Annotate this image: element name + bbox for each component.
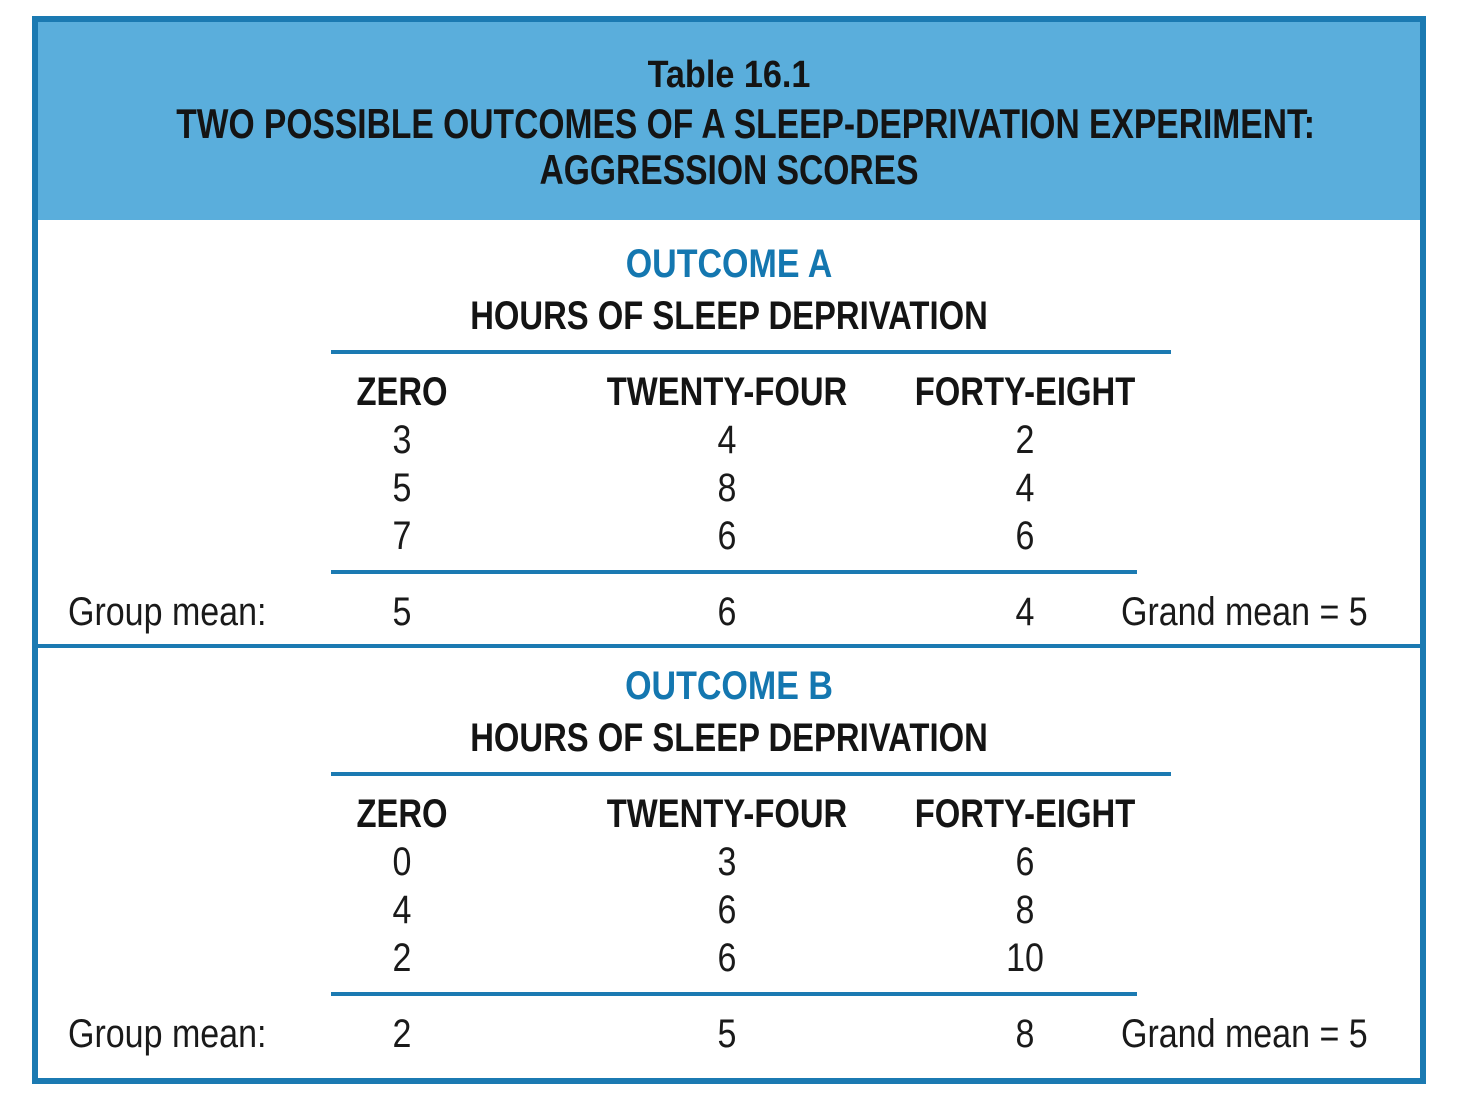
outcome-b-group-mean-label: Group mean: [68, 1012, 267, 1056]
table-cell: 8 [717, 466, 737, 510]
group-mean-value: 2 [392, 1012, 412, 1056]
table-cell: 6 [717, 514, 737, 558]
table-cell: 8 [1015, 888, 1035, 932]
outcome-a-section: OUTCOME A HOURS OF SLEEP DEPRIVATION ZER… [38, 220, 1420, 644]
outcome-b-title: OUTCOME B [625, 664, 833, 708]
table-cell: 6 [717, 888, 737, 932]
outcome-a-group-mean-label: Group mean: [68, 590, 267, 634]
table-header: Table 16.1 TWO POSSIBLE OUTCOMES OF A SL… [38, 22, 1420, 220]
outcome-b-grand-mean: Grand mean = 5 [1121, 1012, 1368, 1056]
table-cell: 6 [1015, 514, 1035, 558]
table-cell: 2 [1015, 418, 1035, 462]
outcome-a-col-twenty-four: TWENTY-FOUR [606, 370, 848, 414]
table-title-line1: TWO POSSIBLE OUTCOMES OF A SLEEP-DEPRIVA… [176, 100, 1315, 147]
table-cell: 4 [717, 418, 737, 462]
table-frame: Table 16.1 TWO POSSIBLE OUTCOMES OF A SL… [32, 16, 1426, 1084]
table-cell: 3 [717, 840, 737, 884]
outcome-a-col-zero: ZERO [356, 370, 448, 414]
table-cell: 6 [717, 936, 737, 980]
table-cell: 3 [392, 418, 412, 462]
outcome-b-col-forty-eight: FORTY-EIGHT [914, 792, 1136, 836]
table-number: Table 16.1 [647, 54, 811, 96]
table-cell: 7 [392, 514, 412, 558]
outcome-a-col-forty-eight: FORTY-EIGHT [914, 370, 1136, 414]
table-cell: 2 [392, 936, 412, 980]
outcome-b-col-twenty-four: TWENTY-FOUR [606, 792, 848, 836]
table-cell: 0 [392, 840, 412, 884]
outcome-a-title: OUTCOME A [625, 242, 833, 286]
table-cell: 10 [1006, 936, 1044, 980]
outcome-a-bottom-rule [331, 570, 1137, 574]
group-mean-value: 4 [1015, 590, 1035, 634]
outcome-b-subtitle: HOURS OF SLEEP DEPRIVATION [470, 716, 988, 760]
outcome-b-top-rule [331, 772, 1171, 776]
table-cell: 6 [1015, 840, 1035, 884]
table-title-line2: AGGRESSION SCORES [539, 146, 919, 193]
outcome-a-top-rule [331, 350, 1171, 354]
group-mean-value: 5 [717, 1012, 737, 1056]
table-cell: 4 [1015, 466, 1035, 510]
outcome-a-subtitle: HOURS OF SLEEP DEPRIVATION [470, 294, 988, 338]
outcome-b-bottom-rule [331, 992, 1137, 996]
outcome-a-grand-mean: Grand mean = 5 [1121, 590, 1368, 634]
outcome-b-col-zero: ZERO [356, 792, 448, 836]
group-mean-value: 6 [717, 590, 737, 634]
outcome-b-section: OUTCOME B HOURS OF SLEEP DEPRIVATION ZER… [38, 644, 1420, 1088]
group-mean-value: 8 [1015, 1012, 1035, 1056]
table-cell: 4 [392, 888, 412, 932]
table-cell: 5 [392, 466, 412, 510]
group-mean-value: 5 [392, 590, 412, 634]
